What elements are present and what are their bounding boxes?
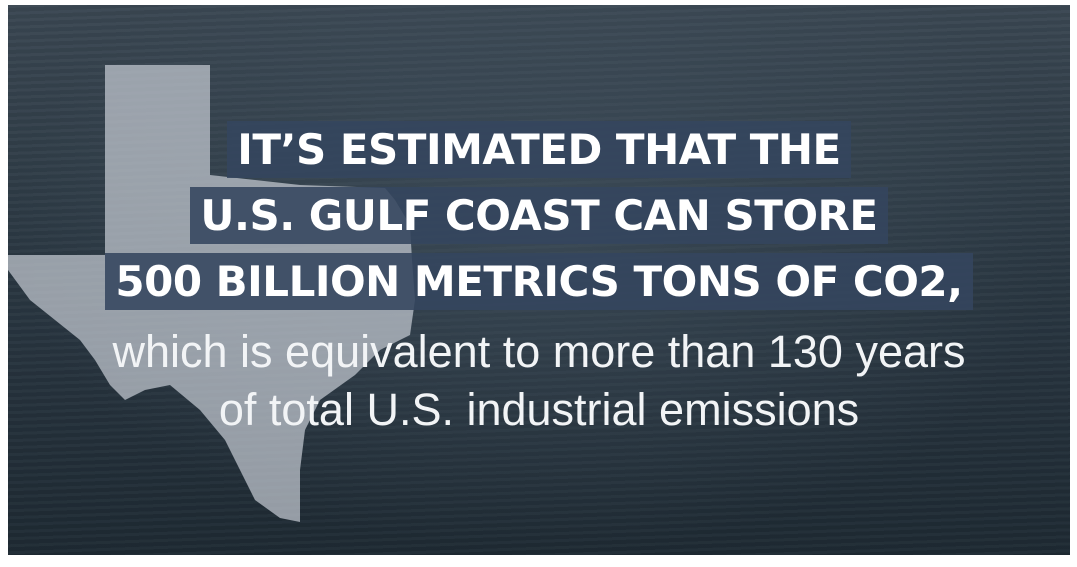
headline-line: 500 BILLION METRICS TONS OF CO2,	[8, 249, 1070, 315]
body-text: of total U.S. industrial emissions	[218, 384, 860, 435]
headline-line: IT’S ESTIMATED THAT THE	[8, 117, 1070, 183]
headline-text: 500 BILLION METRICS TONS OF CO2,	[105, 253, 973, 310]
headline-line: U.S. GULF COAST CAN STORE	[8, 183, 1070, 249]
body: which is equivalent to more than 130 yea…	[8, 323, 1070, 439]
headline-text: U.S. GULF COAST CAN STORE	[190, 187, 888, 244]
headline-text: IT’S ESTIMATED THAT THE	[227, 121, 851, 178]
body-text: which is equivalent to more than 130 yea…	[112, 326, 966, 377]
video-frame: IT’S ESTIMATED THAT THE U.S. GULF COAST …	[8, 5, 1070, 555]
headline: IT’S ESTIMATED THAT THE U.S. GULF COAST …	[8, 117, 1070, 315]
